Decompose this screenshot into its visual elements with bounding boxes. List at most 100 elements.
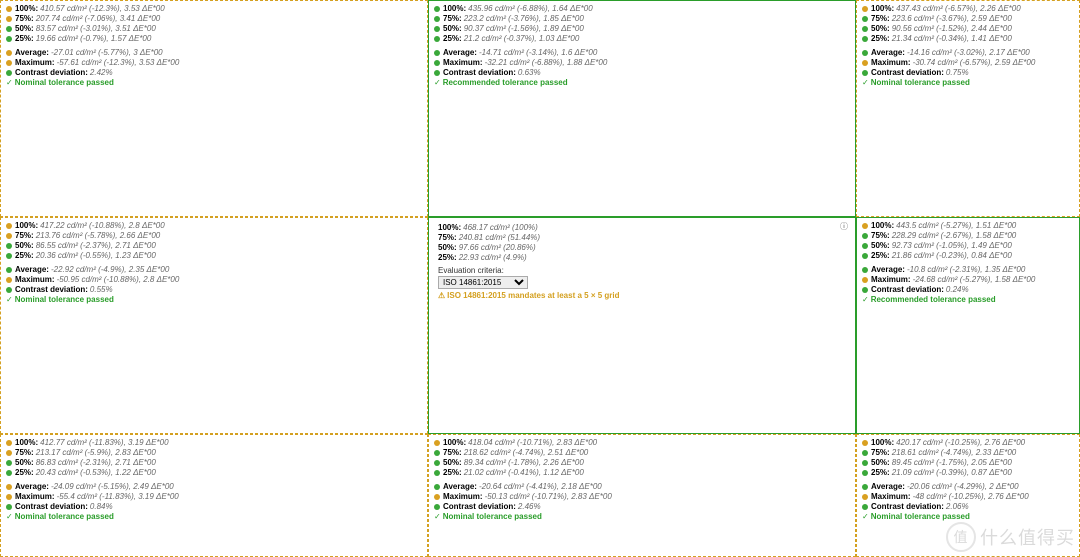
status-dot-icon xyxy=(6,494,12,500)
stat-value: -24.68 cd/m² (-5.27%), 1.58 ΔE*00 xyxy=(913,275,1036,285)
stat-label: Maximum: xyxy=(443,58,483,68)
percent-value: 410.57 cd/m² (-12.3%), 3.53 ΔE*00 xyxy=(40,4,165,14)
watermark: 值 什么值得买 xyxy=(946,522,1075,552)
measurement-row: 100%: 443.5 cd/m² (-5.27%), 1.51 ΔE*00 xyxy=(862,221,1074,231)
status-dot-icon xyxy=(6,450,12,456)
status-dot-icon xyxy=(6,440,12,446)
percent-label: 25%: xyxy=(15,251,34,261)
status-dot-icon xyxy=(6,243,12,249)
tolerance-text: Nominal tolerance passed xyxy=(15,78,114,88)
percent-value: 20.36 cd/m² (-0.55%), 1.23 ΔE*00 xyxy=(36,251,156,261)
stat-value: 2.46% xyxy=(518,502,541,512)
percent-label: 25%: xyxy=(443,34,462,44)
check-icon: ✓ xyxy=(434,512,441,522)
help-icon[interactable]: ⓘ xyxy=(840,221,850,231)
status-dot-icon xyxy=(6,460,12,466)
percent-label: 100%: xyxy=(443,438,466,448)
percent-label: 50%: xyxy=(438,243,457,253)
percent-value: 19.66 cd/m² (-0.7%), 1.57 ΔE*00 xyxy=(36,34,152,44)
measurement-row: 100%: 435.96 cd/m² (-6.88%), 1.64 ΔE*00 xyxy=(434,4,850,14)
percent-label: 25%: xyxy=(871,468,890,478)
stat-row: Average: -22.92 cd/m² (-4.9%), 2.35 ΔE*0… xyxy=(6,265,422,275)
percent-value: 218.61 cd/m² (-4.74%), 2.33 ΔE*00 xyxy=(892,448,1017,458)
status-dot-icon xyxy=(434,6,440,12)
percent-value: 86.83 cd/m² (-2.31%), 2.71 ΔE*00 xyxy=(36,458,156,468)
stat-row: Average: -20.64 cd/m² (-4.41%), 2.18 ΔE*… xyxy=(434,482,850,492)
stat-value: -57.61 cd/m² (-12.3%), 3.53 ΔE*00 xyxy=(57,58,180,68)
percent-label: 75%: xyxy=(15,14,34,24)
status-dot-icon xyxy=(6,484,12,490)
stat-row: Maximum: -50.13 cd/m² (-10.71%), 2.83 ΔE… xyxy=(434,492,850,502)
center-row: 50%: 97.66 cd/m² (20.86%) xyxy=(438,243,846,253)
tolerance-text: Recommended tolerance passed xyxy=(871,295,996,305)
stat-value: 0.63% xyxy=(518,68,541,78)
percent-value: 21.34 cd/m² (-0.34%), 1.41 ΔE*00 xyxy=(892,34,1012,44)
status-dot-icon xyxy=(6,26,12,32)
stat-row: Maximum: -30.74 cd/m² (-6.57%), 2.59 ΔE*… xyxy=(862,58,1074,68)
stat-value: -10.8 cd/m² (-2.31%), 1.35 ΔE*00 xyxy=(907,265,1025,275)
stat-value: -48 cd/m² (-10.25%), 2.76 ΔE*00 xyxy=(913,492,1029,502)
measurement-row: 25%: 20.36 cd/m² (-0.55%), 1.23 ΔE*00 xyxy=(6,251,422,261)
stat-row: Maximum: -24.68 cd/m² (-5.27%), 1.58 ΔE*… xyxy=(862,275,1074,285)
stat-row: Average: -24.09 cd/m² (-5.15%), 2.49 ΔE*… xyxy=(6,482,422,492)
percent-value: 20.43 cd/m² (-0.53%), 1.22 ΔE*00 xyxy=(36,468,156,478)
status-dot-icon xyxy=(434,16,440,22)
percent-label: 50%: xyxy=(443,24,462,34)
status-dot-icon xyxy=(6,223,12,229)
stat-row: Maximum: -50.95 cd/m² (-10.88%), 2.8 ΔE*… xyxy=(6,275,422,285)
status-dot-icon xyxy=(434,50,440,56)
measurement-row: 50%: 86.55 cd/m² (-2.37%), 2.71 ΔE*00 xyxy=(6,241,422,251)
percent-label: 50%: xyxy=(15,458,34,468)
tolerance-result: ✓Recommended tolerance passed xyxy=(862,295,1074,305)
stat-value: -24.09 cd/m² (-5.15%), 2.49 ΔE*00 xyxy=(51,482,174,492)
stat-label: Contrast deviation: xyxy=(871,68,944,78)
stat-label: Average: xyxy=(443,48,477,58)
stat-label: Average: xyxy=(871,265,905,275)
measurement-row: 75%: 228.29 cd/m² (-2.67%), 1.58 ΔE*00 xyxy=(862,231,1074,241)
stat-row: Contrast deviation: 2.46% xyxy=(434,502,850,512)
grid-cell-4: 100%: 468.17 cd/m² (100%)75%: 240.81 cd/… xyxy=(428,217,856,434)
percent-label: 25%: xyxy=(443,468,462,478)
percent-value: 86.55 cd/m² (-2.37%), 2.71 ΔE*00 xyxy=(36,241,156,251)
percent-label: 75%: xyxy=(443,14,462,24)
percent-label: 50%: xyxy=(871,24,890,34)
percent-label: 100%: xyxy=(443,4,466,14)
stat-label: Average: xyxy=(443,482,477,492)
percent-label: 75%: xyxy=(871,14,890,24)
status-dot-icon xyxy=(862,450,868,456)
status-dot-icon xyxy=(862,26,868,32)
status-dot-icon xyxy=(6,504,12,510)
percent-value: 90.56 cd/m² (-1.52%), 2.44 ΔE*00 xyxy=(892,24,1012,34)
percent-label: 25%: xyxy=(438,253,457,263)
stat-row: Average: -14.16 cd/m² (-3.02%), 2.17 ΔE*… xyxy=(862,48,1074,58)
measurement-row: 25%: 21.86 cd/m² (-0.23%), 0.84 ΔE*00 xyxy=(862,251,1074,261)
measurement-row: 75%: 218.62 cd/m² (-4.74%), 2.51 ΔE*00 xyxy=(434,448,850,458)
criteria-warning: ⚠ISO 14861:2015 mandates at least a 5 × … xyxy=(438,291,846,300)
measurement-row: 75%: 207.74 cd/m² (-7.06%), 3.41 ΔE*00 xyxy=(6,14,422,24)
criteria-select[interactable]: ISO 14861:2015 xyxy=(438,276,528,289)
measurement-row: 25%: 19.66 cd/m² (-0.7%), 1.57 ΔE*00 xyxy=(6,34,422,44)
tolerance-text: Nominal tolerance passed xyxy=(871,78,970,88)
percent-label: 50%: xyxy=(871,458,890,468)
stat-label: Average: xyxy=(871,48,905,58)
status-dot-icon xyxy=(862,50,868,56)
tolerance-result: ✓Nominal tolerance passed xyxy=(6,295,422,305)
status-dot-icon xyxy=(434,484,440,490)
status-dot-icon xyxy=(6,253,12,259)
percent-value: 90.37 cd/m² (-1.56%), 1.89 ΔE*00 xyxy=(464,24,584,34)
stat-row: Maximum: -55.4 cd/m² (-11.83%), 3.19 ΔE*… xyxy=(6,492,422,502)
watermark-icon: 值 xyxy=(946,522,976,552)
percent-label: 25%: xyxy=(15,468,34,478)
measurement-row: 50%: 86.83 cd/m² (-2.31%), 2.71 ΔE*00 xyxy=(6,458,422,468)
percent-label: 100%: xyxy=(871,221,894,231)
percent-label: 75%: xyxy=(15,231,34,241)
status-dot-icon xyxy=(434,36,440,42)
percent-label: 100%: xyxy=(438,223,461,233)
grid-cell-2: 100%: 437.43 cd/m² (-6.57%), 2.26 ΔE*007… xyxy=(856,0,1080,217)
stat-row: Contrast deviation: 2.42% xyxy=(6,68,422,78)
stat-value: -14.16 cd/m² (-3.02%), 2.17 ΔE*00 xyxy=(907,48,1030,58)
percent-value: 417.22 cd/m² (-10.88%), 2.8 ΔE*00 xyxy=(40,221,165,231)
check-icon: ✓ xyxy=(862,512,869,522)
stat-value: -20.06 cd/m² (-4.29%), 2 ΔE*00 xyxy=(907,482,1019,492)
stat-label: Maximum: xyxy=(871,275,911,285)
